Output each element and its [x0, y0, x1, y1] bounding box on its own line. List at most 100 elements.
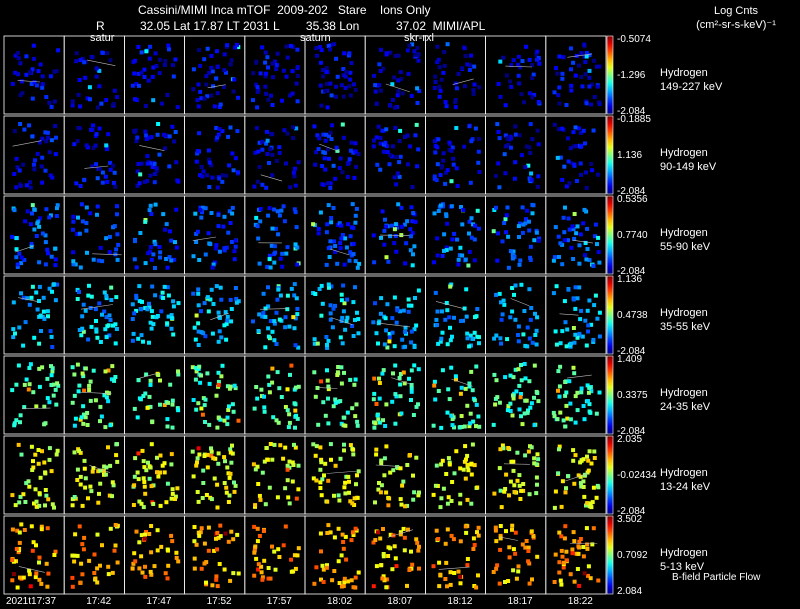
flux-pixel — [235, 532, 240, 537]
flux-pixel — [149, 572, 154, 577]
flux-pixel — [255, 539, 260, 544]
flux-pixel — [130, 566, 135, 571]
flux-pixel — [87, 558, 92, 563]
flux-pixel — [291, 125, 296, 130]
flux-pixel — [209, 93, 214, 98]
flux-pixel — [444, 214, 449, 219]
flux-pixel — [506, 265, 511, 270]
flux-pixel — [50, 345, 55, 349]
flux-pixel — [261, 291, 266, 296]
flux-pixel — [295, 306, 300, 311]
flux-pixel — [583, 253, 587, 258]
flux-pixel — [446, 387, 451, 392]
flux-pixel — [75, 478, 80, 482]
flux-pixel — [13, 53, 18, 58]
flux-pixel — [223, 459, 227, 464]
flux-pixel — [284, 74, 289, 79]
flux-pixel — [150, 284, 155, 289]
flux-pixel — [270, 544, 274, 549]
flux-pixel — [90, 55, 95, 60]
flux-pixel — [530, 202, 535, 207]
flux-pixel — [31, 56, 36, 61]
flux-pixel — [267, 206, 272, 211]
flux-pixel — [289, 557, 294, 562]
flux-pixel — [323, 167, 328, 172]
flux-pixel — [152, 239, 157, 244]
flux-pixel — [78, 580, 83, 585]
flux-pixel — [458, 574, 462, 579]
flux-pixel — [434, 528, 439, 533]
flux-pixel — [585, 454, 589, 459]
flux-pixel — [510, 527, 514, 532]
flux-pixel — [52, 69, 57, 74]
flux-pixel — [40, 74, 45, 79]
flux-pixel — [503, 103, 508, 108]
flux-pixel — [557, 54, 562, 59]
flux-pixel — [377, 381, 382, 385]
flux-pixel — [108, 58, 113, 63]
flux-pixel — [591, 526, 596, 531]
flux-pixel — [338, 335, 343, 340]
flux-pixel — [594, 495, 599, 500]
flux-pixel — [254, 59, 259, 64]
flux-pixel — [149, 550, 154, 555]
flux-pixel — [376, 124, 381, 129]
flux-pixel — [207, 185, 212, 189]
flux-pixel — [85, 423, 90, 427]
flux-pixel — [227, 493, 232, 498]
flux-pixel — [582, 207, 587, 212]
flux-pixel — [340, 532, 345, 537]
flux-pixel — [262, 394, 266, 399]
flux-pixel — [255, 464, 260, 469]
flux-pixel — [449, 282, 454, 287]
flux-pixel — [281, 204, 286, 209]
flux-pixel — [215, 584, 220, 589]
flux-pixel — [390, 223, 394, 228]
flux-pixel — [34, 404, 39, 409]
flux-pixel — [520, 542, 525, 547]
flux-pixel — [407, 376, 411, 381]
flux-pixel — [410, 219, 415, 224]
panel-frame — [364, 515, 426, 595]
flux-pixel — [414, 404, 419, 409]
flux-pixel — [53, 246, 58, 251]
flux-pixel — [276, 420, 281, 425]
flux-pixel — [37, 577, 42, 582]
flux-pixel — [281, 543, 286, 548]
flux-pixel — [174, 207, 179, 212]
flux-pixel — [210, 265, 215, 270]
flux-pixel — [312, 337, 317, 342]
flux-pixel — [325, 105, 330, 110]
flux-pixel — [513, 551, 518, 556]
flux-pixel — [103, 369, 108, 374]
flux-pixel — [494, 292, 499, 297]
flux-pixel — [526, 163, 531, 168]
flux-pixel — [474, 424, 478, 429]
flux-pixel — [318, 486, 323, 490]
flux-pixel — [272, 319, 277, 324]
flux-pixel — [403, 329, 408, 334]
flux-pixel — [406, 527, 410, 532]
flux-pixel — [515, 478, 520, 483]
flux-pixel — [577, 63, 581, 68]
flux-pixel — [513, 367, 518, 372]
flux-pixel — [228, 125, 233, 130]
energy-range-label: 55-90 keV — [660, 241, 711, 253]
flux-pixel — [270, 380, 275, 385]
flux-pixel — [405, 133, 410, 138]
flux-pixel — [132, 257, 137, 262]
flux-pixel — [217, 176, 222, 181]
time-axis-label: 17:57 — [266, 596, 292, 607]
flux-pixel — [571, 130, 576, 135]
flux-pixel — [584, 50, 589, 55]
flux-pixel — [106, 323, 111, 328]
flux-pixel — [416, 493, 421, 498]
flux-pixel — [348, 148, 353, 153]
flux-pixel — [445, 584, 449, 589]
flux-pixel — [212, 548, 217, 553]
flux-pixel — [16, 363, 21, 368]
flux-pixel — [494, 378, 499, 383]
flux-pixel — [83, 366, 88, 371]
flux-pixel — [392, 344, 397, 349]
flux-pixel — [94, 319, 98, 323]
